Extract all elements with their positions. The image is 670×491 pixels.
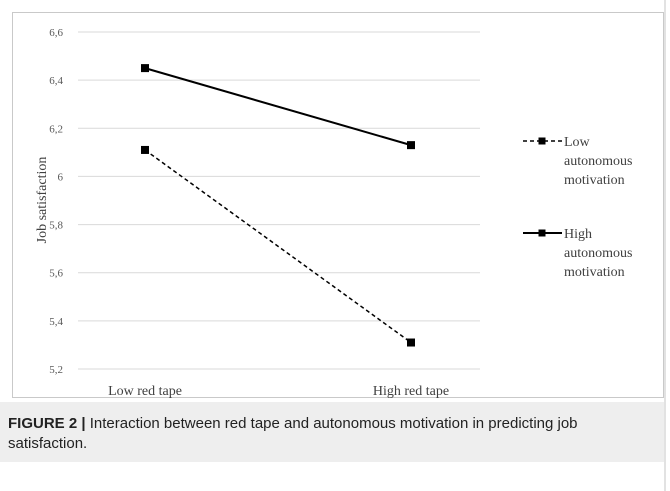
- y-tick-label: 5,2: [49, 364, 63, 376]
- y-tick-label: 6,6: [49, 27, 63, 39]
- y-tick-label: 5,4: [49, 316, 63, 328]
- y-tick-label: 6,4: [49, 75, 63, 87]
- x-tick-labels: Low red tape High red tape: [108, 384, 449, 399]
- legend-label: Low autonomous motivation: [564, 135, 632, 188]
- gridlines: [78, 31, 480, 370]
- chart-frame: [12, 12, 664, 398]
- y-tick-label: 6,2: [49, 123, 63, 135]
- legend-label: High autonomous motivation: [564, 227, 632, 280]
- data-point: [407, 338, 415, 347]
- legend-swatch-marker: [538, 229, 546, 237]
- data-point: [141, 64, 149, 73]
- figure-caption-box: FIGURE 2 | Interaction between red tape …: [0, 402, 664, 462]
- data-point: [141, 145, 149, 154]
- legend-swatch-marker: [538, 137, 546, 145]
- series-lines: [141, 64, 415, 347]
- x-tick-label: High red tape: [373, 384, 449, 399]
- caption-text: Interaction between red tape and autonom…: [8, 415, 578, 452]
- line-chart: 5,2 5,4 5,6 5,8 6 6,2 6,4 6,6 Low red tape High …: [35, 27, 632, 399]
- y-tick-labels: 5,2 5,4 5,6 5,8 6 6,2 6,4 6,6: [49, 27, 63, 376]
- y-tick-label: 5,6: [49, 268, 63, 280]
- y-tick-label: 6: [58, 171, 64, 183]
- right-border: [664, 0, 666, 491]
- series-line-1: [144, 149, 412, 344]
- data-point: [407, 141, 415, 150]
- x-tick-label: Low red tape: [108, 384, 182, 399]
- figure-caption: FIGURE 2 | Interaction between red tape …: [8, 414, 654, 454]
- y-axis-label: Job satisfaction: [35, 157, 50, 244]
- figure-label: FIGURE 2 |: [8, 415, 86, 432]
- series-line-2: [144, 67, 412, 147]
- y-tick-label: 5,8: [49, 220, 63, 232]
- legend: Low autonomous motivation High autonomous mot…: [523, 135, 632, 280]
